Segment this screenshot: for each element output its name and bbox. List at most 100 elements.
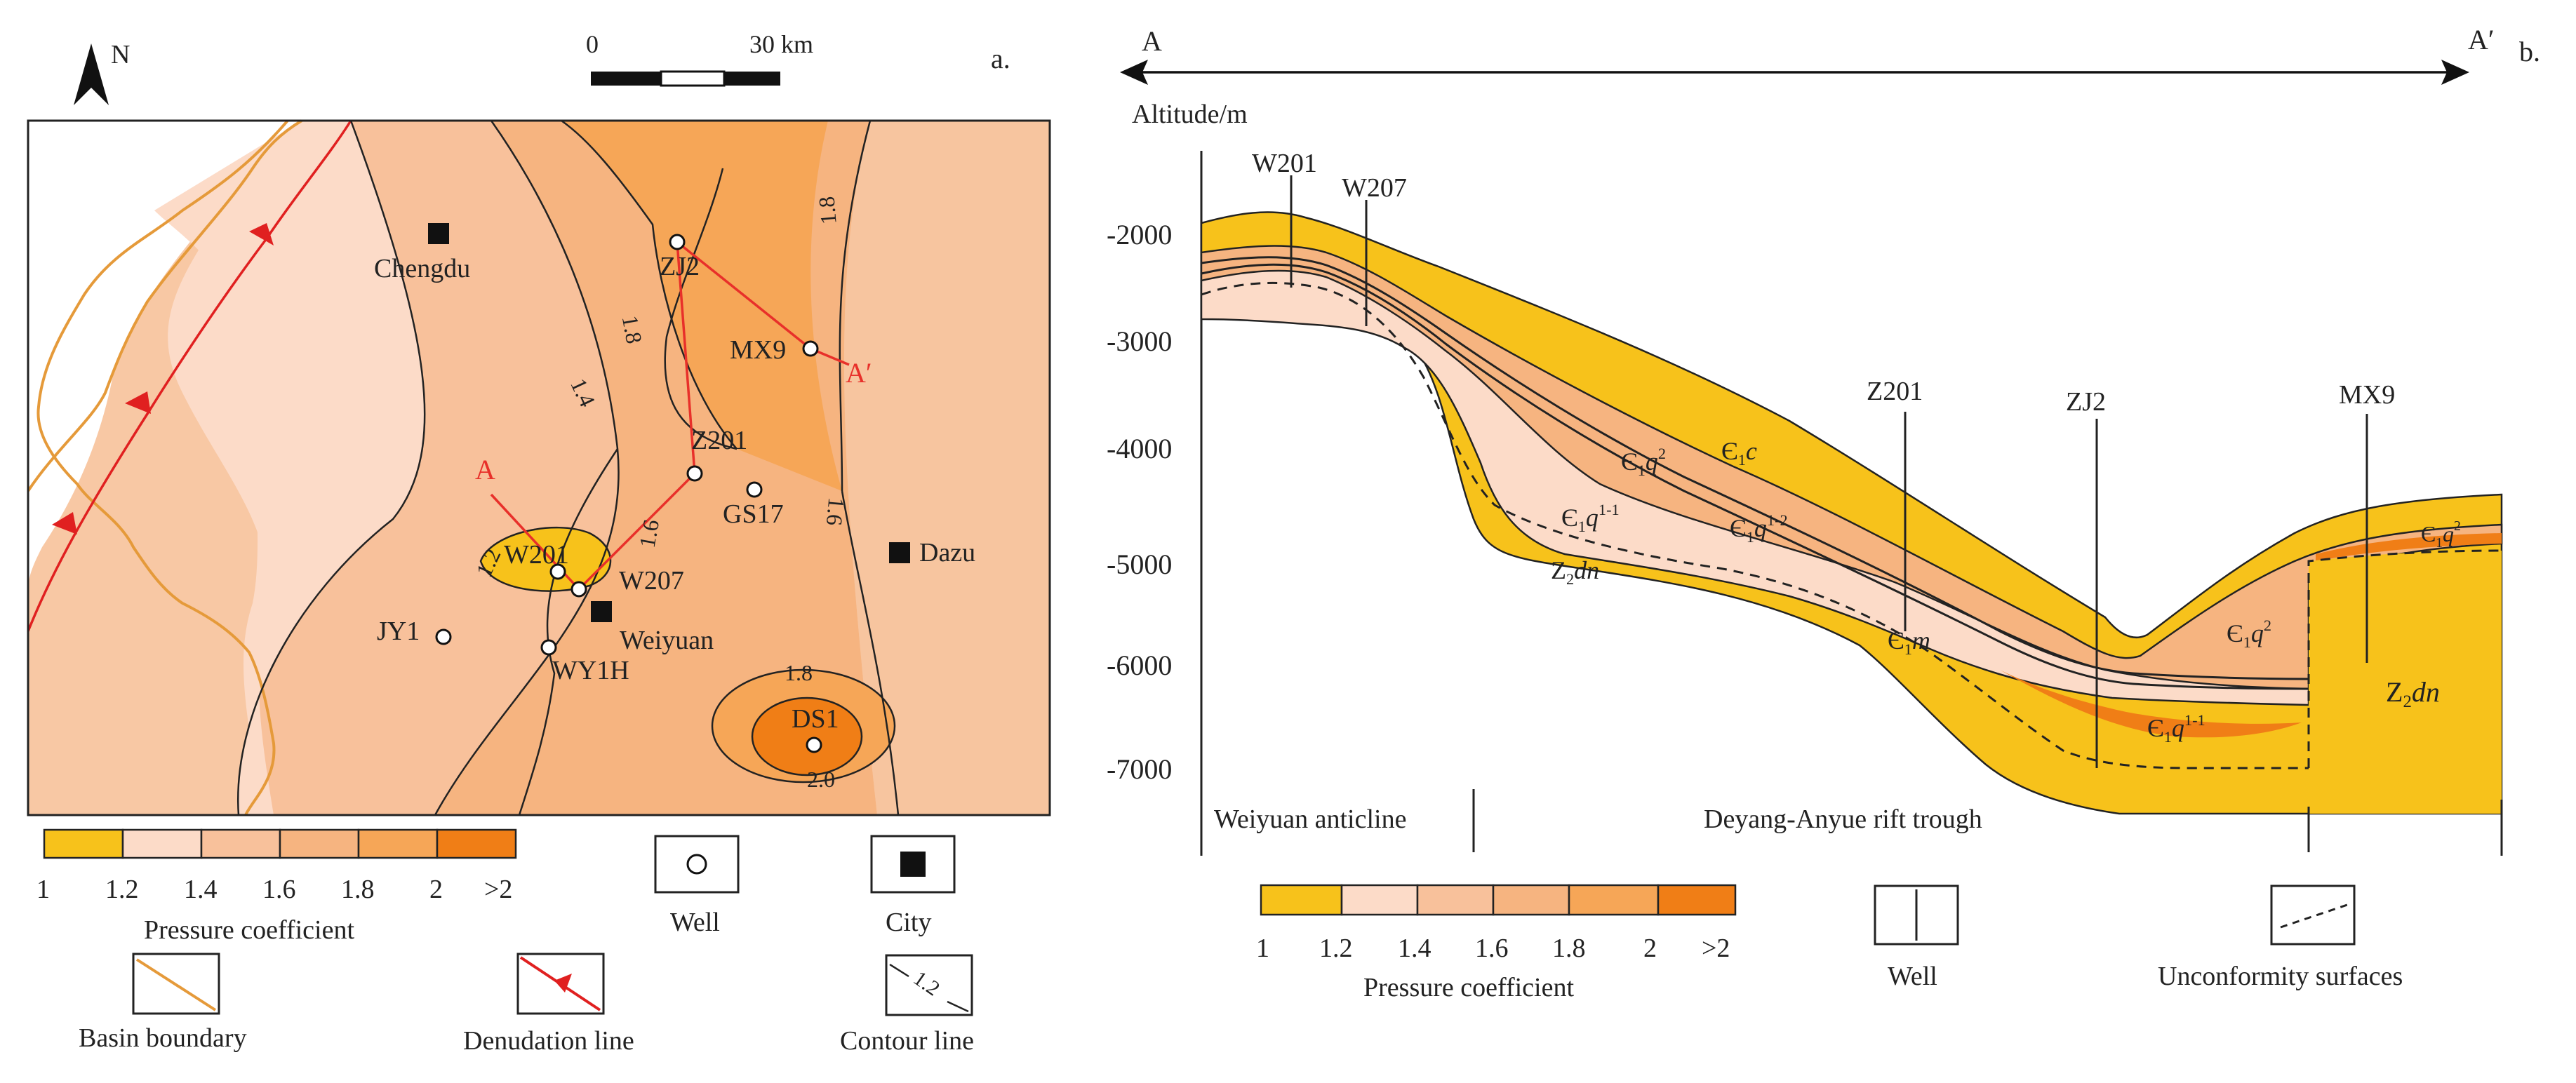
legend-b: 1 1.2 1.4 1.6 1.8 2 >2 Pressure coeffici… <box>1256 884 2403 1002</box>
well-w201-section-label: W201 <box>1252 149 1317 178</box>
formation-c1c-base: Є <box>1721 437 1738 465</box>
formation-c1q2-mid-rest: q <box>2251 619 2264 647</box>
formation-c1q11: Є1q1-1 <box>1561 501 1620 535</box>
north-arrow-shape <box>74 43 109 105</box>
horizon-2 <box>1201 263 2309 690</box>
legend-a-contour-label: Contour line <box>840 1026 974 1056</box>
legend-b-title: Pressure coefficient <box>1363 973 1574 1002</box>
section-start-label: A <box>1142 25 1162 57</box>
legend-a-basin-symbol <box>135 958 217 1011</box>
region-weiyuan-anticline: Weiyuan anticline <box>1214 805 1406 834</box>
formation-c1q11-right-base: Є <box>2147 714 2164 742</box>
well-w207-label: W207 <box>619 566 684 596</box>
well-w207-section-label: W207 <box>1342 173 1407 203</box>
legend-a-tick-1: 1 <box>36 875 50 904</box>
scale-bar-seg-3 <box>724 72 780 86</box>
north-label: N <box>111 40 130 69</box>
formation-c1q12-base: Є <box>1730 514 1747 542</box>
axis-title: Altitude/m <box>1132 100 1248 129</box>
basin-boundary-west <box>27 119 303 492</box>
layer-z2dn-right <box>2309 551 2502 814</box>
well-mx9-marker <box>802 340 819 357</box>
well-w201-label: W201 <box>504 540 569 570</box>
legend-a-tick-5: 1.8 <box>341 875 375 904</box>
well-ds1-label: DS1 <box>792 704 839 734</box>
contour-ds1-2-0 <box>751 697 863 776</box>
formation-z2dn-left-rest: dn <box>1574 556 1599 584</box>
legend-b-swatch-4 <box>1492 884 1570 916</box>
well-jy1-label: JY1 <box>377 617 420 646</box>
legend-a-tick-4: 1.6 <box>262 875 296 904</box>
formation-c1q2-upper: Є1q2 <box>1621 445 1666 479</box>
formation-c1c-rest: c <box>1746 437 1757 465</box>
contour-ds1-1-8 <box>711 668 896 783</box>
legend-a-contour-symbol-b <box>947 1000 969 1013</box>
formation-c1q11-base: Є <box>1561 504 1578 532</box>
zone-outside-basin <box>28 121 302 589</box>
well-zj2-section-label: ZJ2 <box>2066 387 2106 417</box>
well-z201-label: Z201 <box>691 426 747 455</box>
panel-b-label: b. <box>2519 36 2540 67</box>
legend-a-swatch-1 <box>43 828 124 859</box>
formation-z2dn-left-sub: 2 <box>1566 570 1574 588</box>
denudation-line <box>27 120 352 632</box>
well-z201-section-label: Z201 <box>1867 377 1923 406</box>
formation-z2dn-left: Z2dn <box>1551 556 1599 588</box>
map-section-end-label: A′ <box>846 357 872 389</box>
scale-bar-start: 0 <box>586 30 599 58</box>
layer-c1q11-high <box>2000 670 2302 738</box>
formation-c1q2-right: Є1q2 <box>2421 518 2461 551</box>
layer-c1q2-high-right <box>2316 533 2502 561</box>
formation-c1q11-right-sub: 1 <box>2164 728 2172 746</box>
city-chengdu-label: Chengdu <box>374 254 470 283</box>
contour-label-1-6-mid: 1.6 <box>634 518 664 550</box>
formation-c1q11-sub: 1 <box>1578 518 1586 535</box>
scale-bar-seg-2 <box>660 70 726 87</box>
scale-bar-seg-1 <box>591 72 661 86</box>
y-tick-6: -7000 <box>1107 753 1172 785</box>
city-weiyuan-marker <box>591 601 612 622</box>
y-tick-3: -4000 <box>1107 433 1172 464</box>
formation-c1m-rest: m <box>1912 626 1930 654</box>
well-gs17-marker <box>746 481 763 498</box>
contour-1-6-a <box>434 120 620 816</box>
well-zj2-label: ZJ2 <box>660 252 700 281</box>
city-dazu-label: Dazu <box>919 538 975 567</box>
panel-a-label: a. <box>991 43 1010 74</box>
formation-c1q2-right-base: Є <box>2421 521 2436 546</box>
denudation-tooth-2 <box>125 391 151 414</box>
panel-b-section: A A′ b. Altitude/m -2000 -3000 -4000 -50… <box>1107 24 2540 1002</box>
formation-c1q12-rest: q <box>1754 514 1767 542</box>
formation-c1q11-right-sup: 1-1 <box>2184 711 2205 729</box>
y-tick-5: -6000 <box>1107 650 1172 681</box>
legend-a-city-label: City <box>886 908 931 937</box>
formation-c1q2-right-rest: q <box>2443 521 2454 546</box>
legend-a-swatch-5 <box>357 828 439 859</box>
section-end-label: A′ <box>2468 24 2495 55</box>
legend-b-tick-2: 1.2 <box>1319 934 1353 963</box>
formation-z2dn-right-rest: dn <box>2412 676 2440 708</box>
legend-b-unconformity-label: Unconformity surfaces <box>2158 962 2403 991</box>
formation-z2dn-left-base: Z <box>1551 556 1566 584</box>
formation-c1c: Є1c <box>1721 437 1757 469</box>
horizon-1 <box>1201 256 2309 680</box>
formation-c1m: Є1m <box>1888 626 1930 658</box>
contour-1-6-east <box>841 490 900 816</box>
legend-a-swatch-2 <box>121 828 203 859</box>
legend-b-swatch-2 <box>1340 884 1419 916</box>
section-arrow-left-head <box>1120 60 1148 85</box>
legend-a-swatch-4 <box>279 828 360 859</box>
well-mx9-section-label: MX9 <box>2339 380 2395 410</box>
scale-bar: 0 30 km <box>586 30 813 87</box>
well-mx9-label: MX9 <box>730 335 786 365</box>
unconformity-right <box>2307 549 2502 768</box>
formation-c1q2-mid: Є1q2 <box>2227 617 2271 651</box>
region-rift-trough: Deyang-Anyue rift trough <box>1704 805 1982 834</box>
formation-c1q12-sub: 1 <box>1747 528 1754 546</box>
legend-b-swatch-6 <box>1657 884 1737 916</box>
legend-b-tick-7: >2 <box>1702 934 1730 963</box>
legend-a-tick-2: 1.2 <box>105 875 139 904</box>
legend-a-well-label: Well <box>670 908 720 937</box>
layer-c1q11 <box>1200 269 2310 706</box>
denudation-tooth-3 <box>52 512 77 534</box>
